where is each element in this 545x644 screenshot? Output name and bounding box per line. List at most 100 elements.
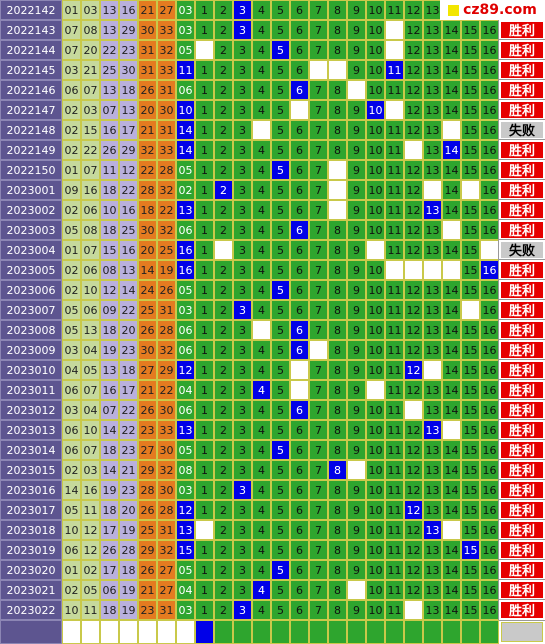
- grid-cell: 11: [385, 220, 404, 240]
- grid-cell: 8: [328, 40, 347, 60]
- grid-cell: 9: [347, 560, 366, 580]
- grid-cell: 10: [366, 220, 385, 240]
- grid-cell: 1: [195, 400, 214, 420]
- grid-cell: 5: [271, 0, 290, 20]
- grid-cell: 2: [214, 600, 233, 620]
- grid-cell: 8: [328, 480, 347, 500]
- number: 30: [138, 20, 157, 40]
- grid-cell: 14: [442, 600, 461, 620]
- grid-cell: 10: [366, 40, 385, 60]
- grid-cell: 10: [366, 540, 385, 560]
- grid-cell: 10: [366, 560, 385, 580]
- special-number: 06: [176, 340, 195, 360]
- grid-cell: 14: [442, 360, 461, 380]
- grid-cell: 13: [423, 340, 442, 360]
- grid-cell: 1: [195, 340, 214, 360]
- grid-cell: 4: [252, 60, 271, 80]
- logo: cz89.com: [440, 0, 545, 20]
- grid-cell: 8: [328, 460, 347, 480]
- grid-cell: 10: [366, 80, 385, 100]
- number: 32: [157, 40, 176, 60]
- number: 30: [138, 340, 157, 360]
- grid-cell: 4: [252, 360, 271, 380]
- grid-cell: 9: [347, 240, 366, 260]
- issue: 2022144: [0, 40, 62, 60]
- grid-cell: 15: [461, 500, 480, 520]
- number: 23: [119, 340, 138, 360]
- grid-cell: 6: [290, 540, 309, 560]
- number: 05: [62, 220, 81, 240]
- special-number: 13: [176, 200, 195, 220]
- grid-cell: 4: [252, 400, 271, 420]
- number: 27: [157, 580, 176, 600]
- result: 胜利: [498, 419, 545, 441]
- grid-cell: 16: [480, 20, 499, 40]
- number: 26: [138, 80, 157, 100]
- grid-cell: 6: [290, 520, 309, 540]
- grid-cell: 2: [214, 160, 233, 180]
- grid-cell: 5: [271, 300, 290, 320]
- grid-cell: 14: [442, 400, 461, 420]
- grid-cell: 9: [347, 220, 366, 240]
- special-number: 10: [176, 100, 195, 120]
- result: 胜利: [498, 159, 545, 181]
- grid-cell: 13: [423, 20, 442, 40]
- grid-cell: 3: [233, 180, 252, 200]
- number: 13: [119, 260, 138, 280]
- grid-cell: 5: [271, 120, 290, 140]
- number: 11: [81, 600, 100, 620]
- blank-cell: [290, 100, 309, 120]
- grid-cell: 3: [233, 500, 252, 520]
- grid-cell: 11: [385, 540, 404, 560]
- result: 胜利: [498, 499, 545, 521]
- number: 15: [100, 240, 119, 260]
- grid-cell: 16: [480, 60, 499, 80]
- grid-cell: 1: [195, 360, 214, 380]
- number: 19: [119, 580, 138, 600]
- grid-cell: 15: [461, 600, 480, 620]
- number: 13: [100, 20, 119, 40]
- grid-cell: 15: [461, 160, 480, 180]
- result: 失败: [498, 119, 545, 141]
- logo-icon: [448, 4, 460, 16]
- grid-cell: 5: [271, 580, 290, 600]
- blank-cell: [385, 100, 404, 120]
- number: 32: [157, 220, 176, 240]
- number: 07: [100, 100, 119, 120]
- grid-cell: 6: [290, 140, 309, 160]
- number: 05: [81, 580, 100, 600]
- grid-cell: 4: [252, 260, 271, 280]
- number: 01: [62, 0, 81, 20]
- grid-cell: 1: [195, 320, 214, 340]
- number: 25: [119, 220, 138, 240]
- number: 31: [157, 120, 176, 140]
- number: 22: [81, 140, 100, 160]
- number: 18: [138, 200, 157, 220]
- grid-cell: 15: [461, 560, 480, 580]
- grid-cell: 4: [252, 80, 271, 100]
- footer-cell: [290, 620, 309, 644]
- number: 10: [81, 280, 100, 300]
- result: 胜利: [498, 599, 545, 621]
- grid-cell: 9: [347, 60, 366, 80]
- grid-cell: 7: [309, 500, 328, 520]
- grid-cell: 4: [252, 600, 271, 620]
- grid-cell: 1: [195, 140, 214, 160]
- grid-cell: 11: [385, 0, 404, 20]
- grid-cell: 7: [309, 520, 328, 540]
- number: 12: [81, 540, 100, 560]
- grid-cell: 5: [271, 400, 290, 420]
- grid-cell: 2: [214, 200, 233, 220]
- grid-cell: 5: [271, 40, 290, 60]
- grid-cell: 12: [404, 180, 423, 200]
- issue: 2023014: [0, 440, 62, 460]
- number: 12: [119, 160, 138, 180]
- number: 06: [62, 380, 81, 400]
- grid-cell: 16: [480, 400, 499, 420]
- grid-cell: 4: [252, 480, 271, 500]
- grid-cell: 12: [404, 580, 423, 600]
- number: 06: [100, 580, 119, 600]
- grid-cell: 3: [233, 20, 252, 40]
- number: 21: [119, 460, 138, 480]
- number: 14: [100, 420, 119, 440]
